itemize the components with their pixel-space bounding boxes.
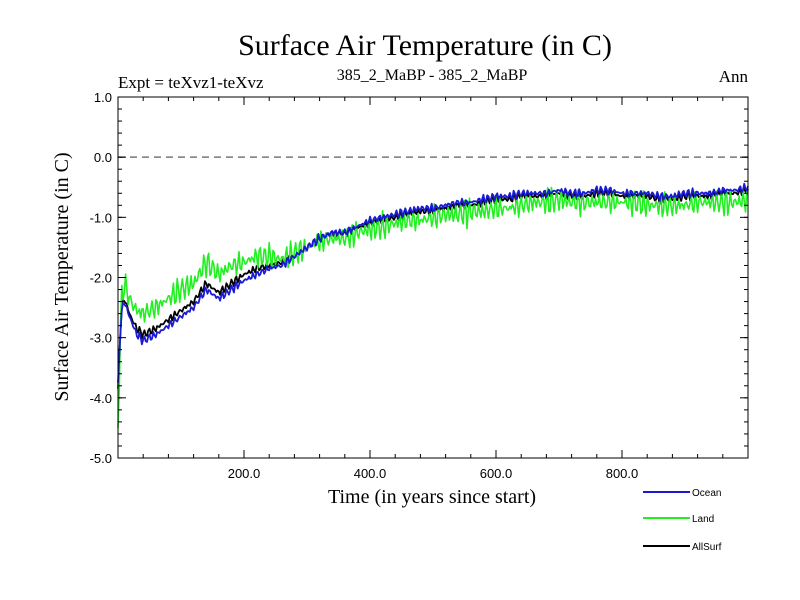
y-tick-label: -1.0 (90, 210, 112, 225)
axes: -5.0 -4.0 -3.0 -2.0 -1.0 0.0 1.0 200.0 400.0 600.… (90, 90, 749, 481)
y-tick-label: -2.0 (90, 271, 112, 286)
y-tick-label: 1.0 (94, 90, 112, 105)
legend-label-ocean: Ocean (692, 488, 721, 499)
series-line-ocean (117, 182, 749, 383)
legend-label-land: Land (692, 514, 714, 525)
y-tick-label: -3.0 (90, 331, 112, 346)
legend-label-allsurf: AllSurf (692, 542, 722, 553)
y-tick-label: -4.0 (90, 391, 112, 406)
comparison-label: 385_2_MaBP - 385_2_MaBP (337, 67, 528, 84)
x-tick-label: 800.0 (606, 466, 639, 481)
plot-area (117, 156, 749, 429)
y-tick-label: 0.0 (94, 150, 112, 165)
chart-title: Surface Air Temperature (in C) (238, 29, 612, 62)
season-label: Ann (719, 67, 749, 86)
y-tick-label: -5.0 (90, 451, 112, 466)
x-tick-label: 400.0 (354, 466, 387, 481)
y-axis-label: Surface Air Temperature (in C) (51, 152, 73, 401)
x-tick-label: 600.0 (480, 466, 513, 481)
experiment-label: Expt = teXvz1-teXvz (118, 73, 264, 92)
series-line-land (117, 186, 749, 429)
legend: Ocean Land AllSurf (643, 488, 722, 553)
x-axis-label: Time (in years since start) (328, 486, 536, 508)
x-tick-label: 200.0 (228, 466, 261, 481)
